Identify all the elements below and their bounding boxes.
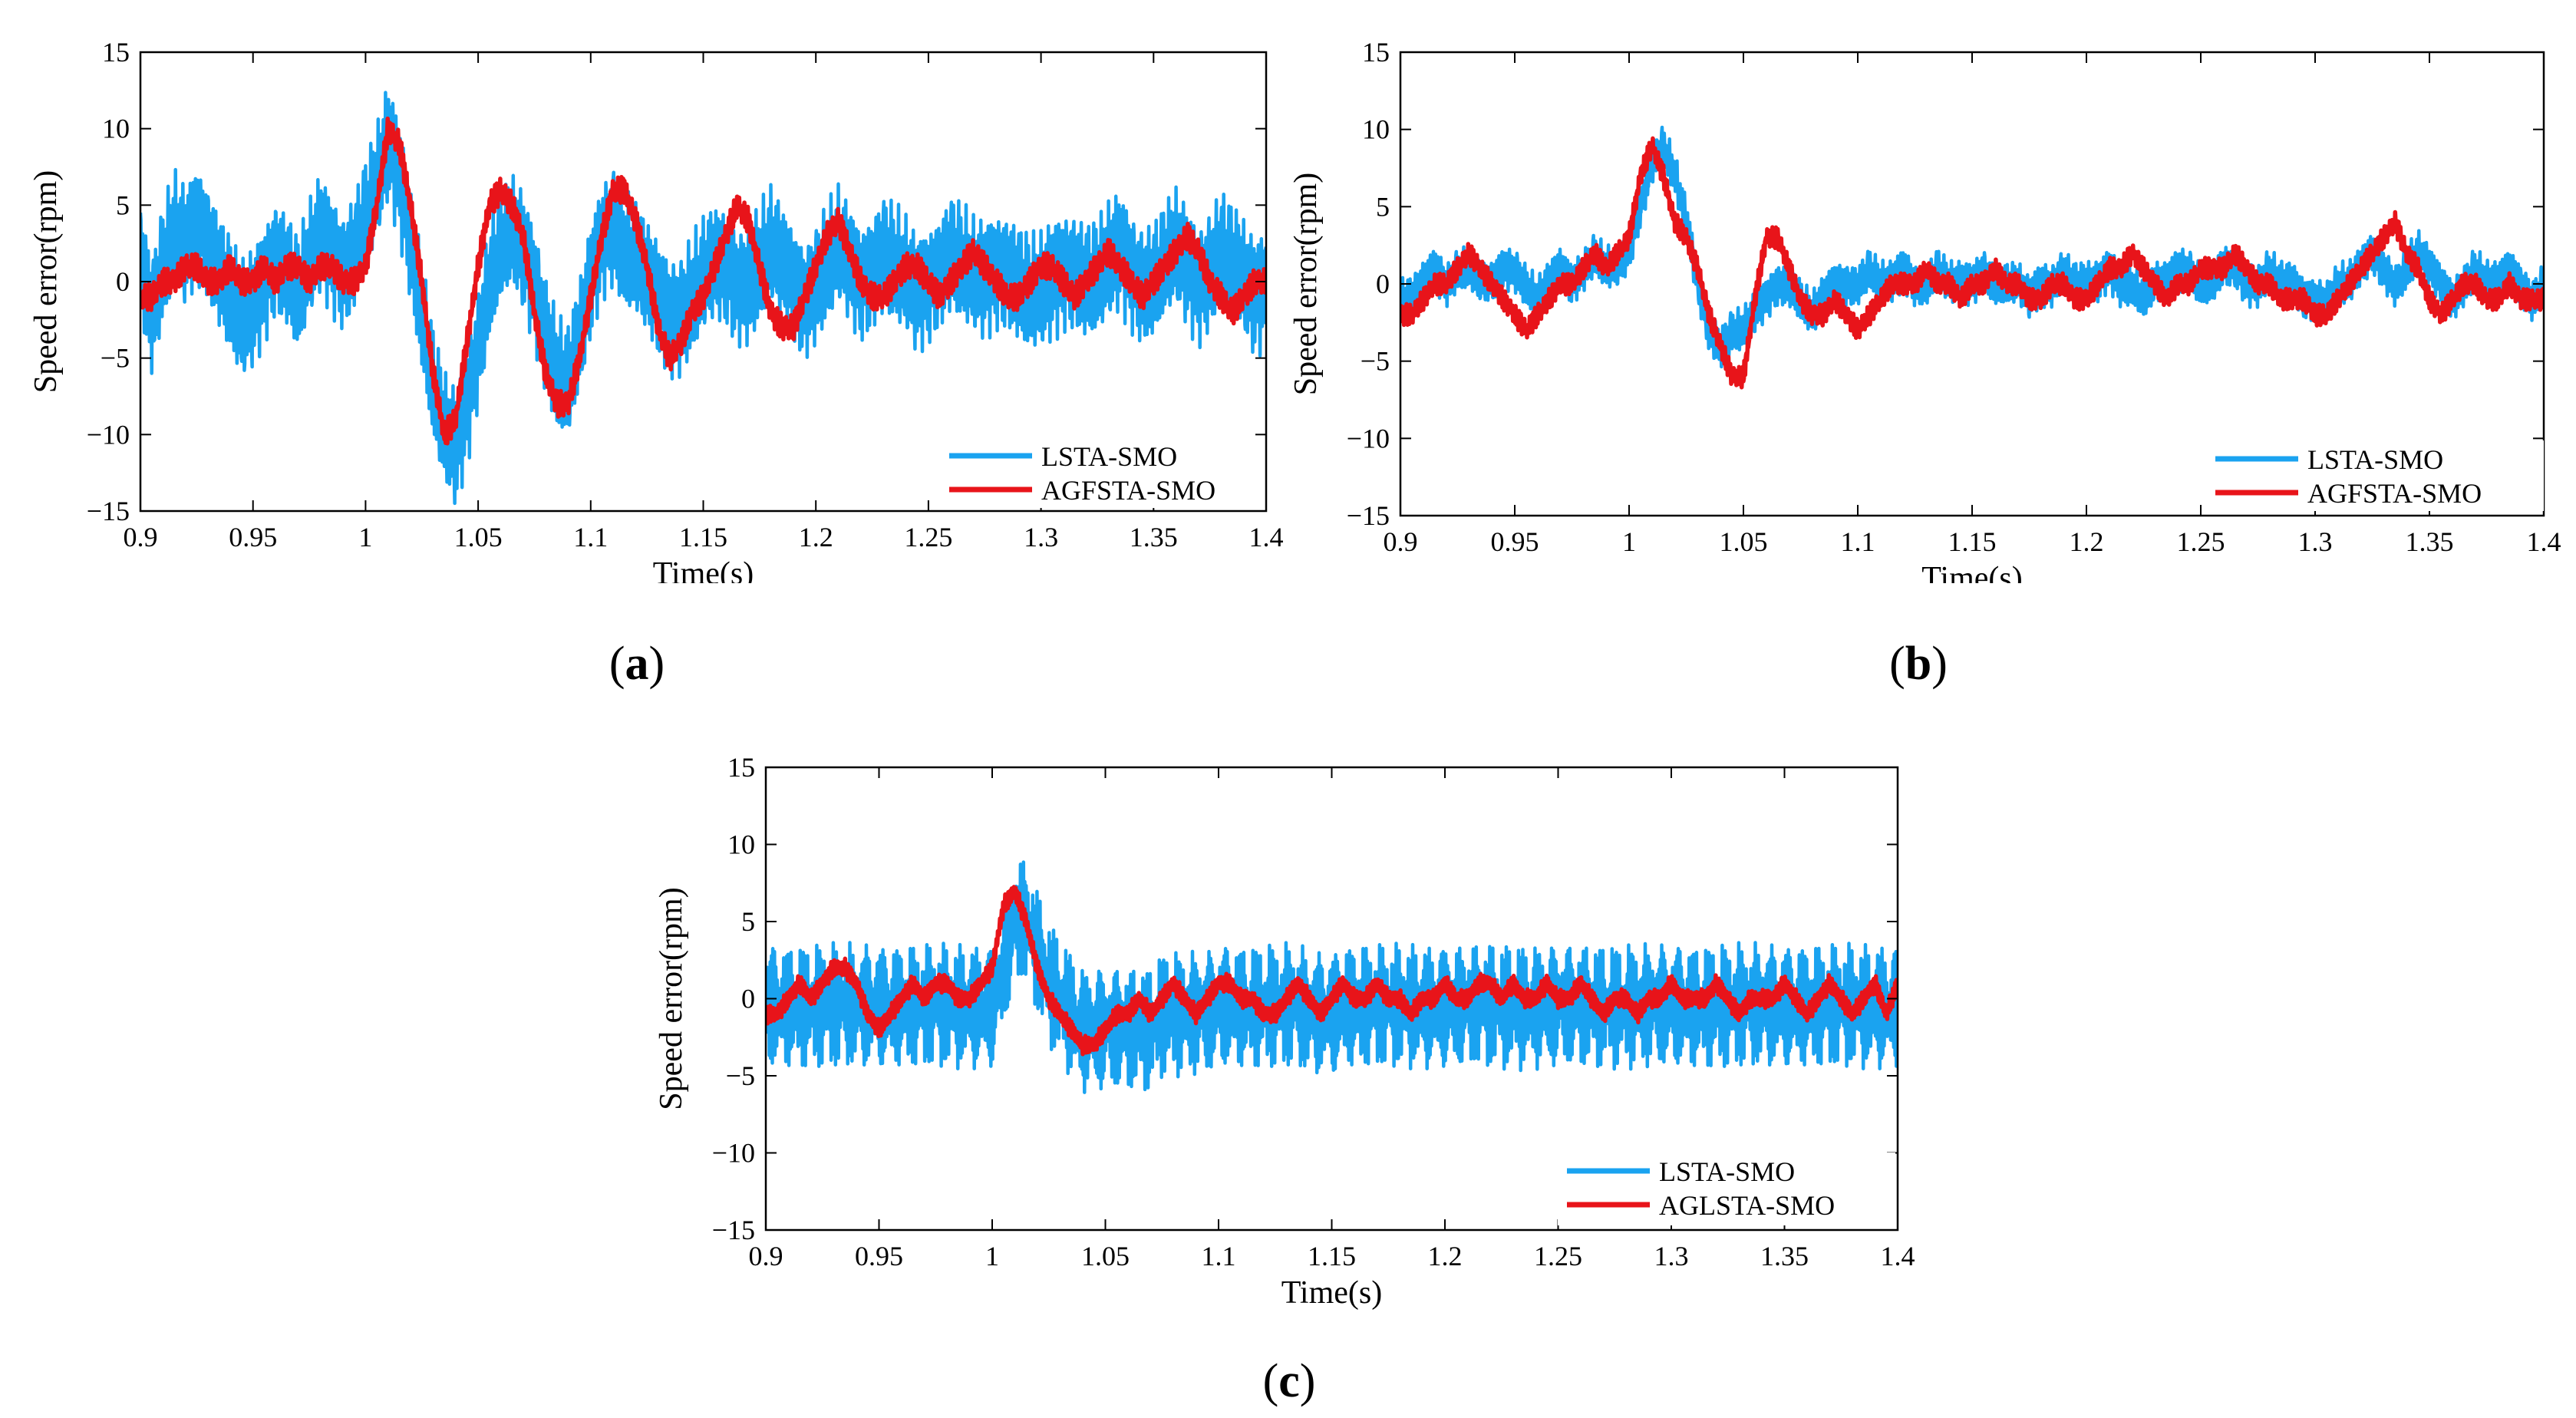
- legend-label: LSTA-SMO: [1659, 1156, 1795, 1187]
- x-tick-label: 1.4: [1881, 1241, 1915, 1271]
- x-tick-label: 1.4: [1249, 522, 1284, 552]
- y-tick-label: 0: [741, 984, 755, 1014]
- y-tick-label: 10: [727, 829, 755, 860]
- x-tick-label: 1.35: [2406, 526, 2454, 557]
- plot-area: [140, 91, 1266, 506]
- y-tick-label: 0: [1376, 269, 1390, 299]
- y-tick-label: 5: [1376, 191, 1390, 222]
- legend-label: AGLSTA-SMO: [1659, 1190, 1835, 1221]
- x-tick-label: 1.35: [1760, 1241, 1809, 1271]
- series-line-aglsta-smo: [766, 885, 1898, 1057]
- chart-b: 0.9 0.95 1 1.05 1.1 1.15 1.2 1.25 1.3 1.35 1.4 −15 −…: [1288, 37, 2561, 583]
- plot-area: [766, 860, 1898, 1094]
- y-tick-label: −15: [87, 496, 130, 526]
- y-tick-label: 15: [1362, 37, 1390, 68]
- x-tick-label: 1.15: [1308, 1241, 1356, 1271]
- y-tick-label: 10: [102, 114, 130, 144]
- y-tick-label: 5: [116, 190, 130, 220]
- y-tick-label: −5: [1361, 346, 1390, 377]
- y-tick-label: −10: [87, 419, 130, 450]
- x-axis-label: Time(s): [1281, 1275, 1382, 1311]
- legend-label: LSTA-SMO: [2307, 444, 2443, 475]
- y-tick-label: 5: [741, 906, 755, 937]
- y-tick-label: 10: [1362, 114, 1390, 145]
- x-tick-label: 0.95: [229, 522, 277, 552]
- series-line-agfsta-smo: [1400, 136, 2544, 390]
- caption-a: (a): [609, 638, 665, 690]
- x-tick-label: 1.3: [1654, 1241, 1689, 1271]
- x-tick-label: 1.05: [1081, 1241, 1130, 1271]
- x-tick-label: 1.1: [1202, 1241, 1236, 1271]
- x-tick-label: 1.1: [1841, 526, 1875, 557]
- x-axis-label: Time(s): [653, 556, 754, 583]
- caption-b: (b): [1889, 638, 1948, 690]
- y-axis-label: Speed error(rpm): [654, 887, 689, 1110]
- x-tick-label: 1: [358, 522, 372, 552]
- legend-label: LSTA-SMO: [1041, 441, 1177, 472]
- x-tick-label: 1.25: [2177, 526, 2225, 557]
- x-tick-label: 1.3: [1024, 522, 1058, 552]
- x-tick-label: 1.4: [2527, 526, 2561, 557]
- y-tick-label: −5: [726, 1060, 755, 1091]
- x-tick-label: 1.2: [1428, 1241, 1463, 1271]
- x-tick-label: 1.15: [679, 522, 727, 552]
- series-line-agfsta-smo: [140, 116, 1266, 446]
- x-tick-label: 1.25: [1534, 1241, 1582, 1271]
- x-tick-label: 1: [985, 1241, 999, 1271]
- y-tick-label: −10: [1347, 423, 1390, 453]
- x-tick-label: 1.15: [1948, 526, 1997, 557]
- series-line-lsta-smo: [140, 91, 1266, 506]
- x-tick-label: 0.9: [124, 522, 158, 552]
- y-tick-label: 0: [116, 266, 130, 297]
- x-tick-label: 1: [1622, 526, 1636, 557]
- legend-label: AGFSTA-SMO: [2307, 478, 2482, 509]
- x-tick-label: 1.35: [1130, 522, 1178, 552]
- chart-a: 0.9 0.95 1 1.05 1.1 1.15 1.2 1.25 1.3 1.35 1.4 −15 −…: [28, 37, 1284, 583]
- chart-c: 0.9 0.95 1 1.05 1.1 1.15 1.2 1.25 1.3 1.35 1.4 −15 −…: [654, 752, 1915, 1311]
- y-axis-label: Speed error(rpm): [1288, 173, 1324, 395]
- x-tick-label: 1.05: [1720, 526, 1768, 557]
- legend-label: AGFSTA-SMO: [1041, 475, 1215, 506]
- y-axis-label: Speed error(rpm): [28, 170, 64, 393]
- y-tick-label: −15: [712, 1215, 755, 1245]
- x-tick-label: 0.95: [1491, 526, 1539, 557]
- plot-area: [1400, 125, 2544, 390]
- x-axis-label: Time(s): [1921, 561, 2022, 583]
- x-tick-label: 1.3: [2298, 526, 2333, 557]
- caption-c: (c): [1262, 1355, 1316, 1407]
- x-tick-label: 0.9: [749, 1241, 783, 1271]
- y-tick-label: 15: [102, 37, 130, 68]
- y-tick-label: −10: [712, 1138, 755, 1169]
- x-tick-label: 1.2: [2070, 526, 2104, 557]
- x-tick-label: 0.9: [1384, 526, 1418, 557]
- x-tick-label: 1.2: [799, 522, 833, 552]
- x-tick-label: 1.1: [573, 522, 608, 552]
- x-tick-label: 0.95: [855, 1241, 903, 1271]
- y-tick-label: 15: [727, 752, 755, 783]
- y-tick-label: −15: [1347, 500, 1390, 531]
- x-tick-label: 1.05: [454, 522, 503, 552]
- x-tick-label: 1.25: [904, 522, 952, 552]
- y-tick-label: −5: [101, 343, 130, 374]
